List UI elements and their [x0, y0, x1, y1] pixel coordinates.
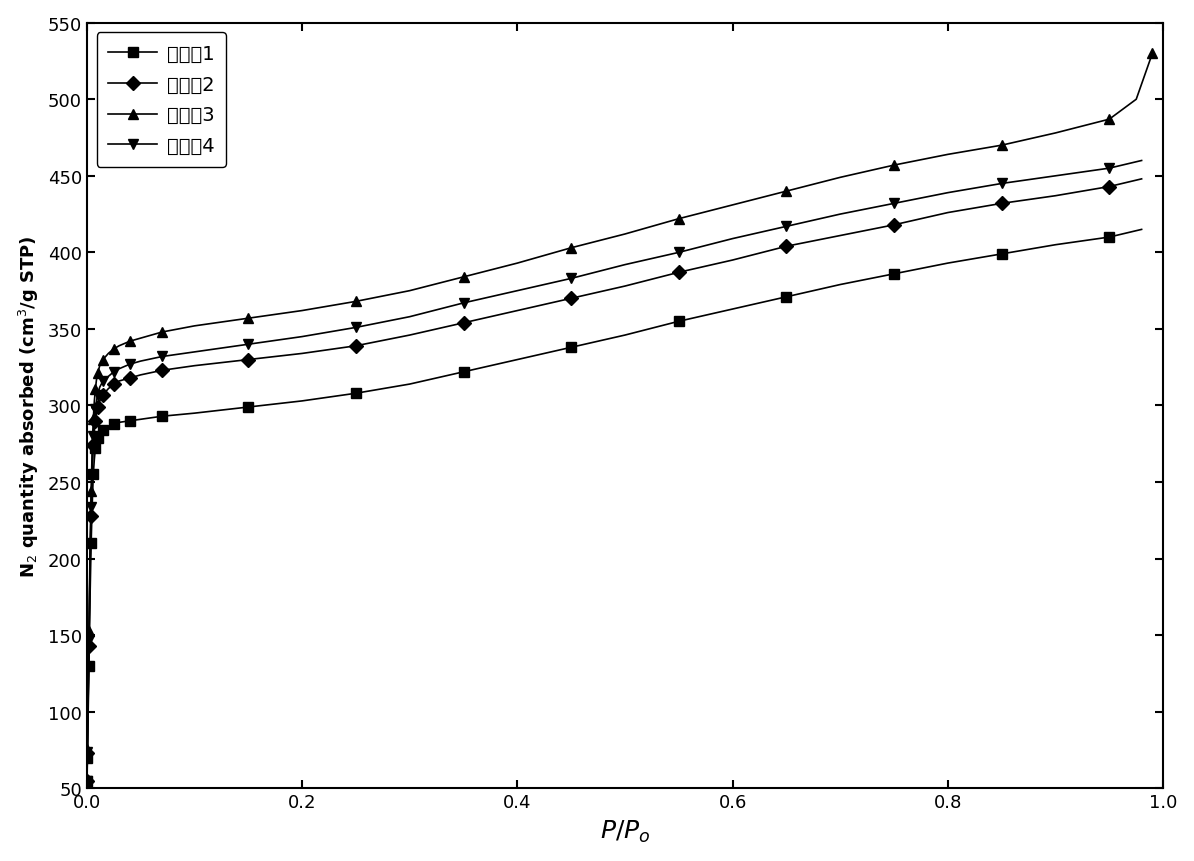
实施例1	[84, 538, 98, 548]
实施例1	[80, 753, 94, 763]
实施例3	[887, 161, 901, 171]
X-axis label: $P/P_o$: $P/P_o$	[599, 818, 651, 845]
实施例1	[91, 433, 105, 443]
Line: 实施例4: 实施例4	[82, 164, 1114, 785]
实施例2	[241, 355, 256, 365]
Line: 实施例2: 实施例2	[82, 183, 1114, 785]
实施例3	[86, 415, 100, 425]
实施例4	[88, 404, 103, 414]
Legend: 实施例1, 实施例2, 实施例3, 实施例4: 实施例1, 实施例2, 实施例3, 实施例4	[97, 34, 226, 168]
实施例2	[672, 268, 687, 278]
实施例1	[672, 317, 687, 327]
实施例4	[155, 352, 170, 362]
实施例2	[887, 220, 901, 231]
实施例4	[995, 179, 1009, 189]
实施例4	[456, 299, 470, 309]
实施例2	[564, 294, 578, 304]
实施例3	[349, 297, 363, 307]
实施例4	[672, 248, 687, 258]
实施例1	[80, 776, 94, 786]
实施例1	[106, 419, 121, 430]
实施例2	[106, 380, 121, 390]
实施例4	[84, 502, 98, 512]
实施例2	[88, 416, 103, 426]
实施例3	[780, 187, 794, 197]
实施例4	[106, 367, 121, 377]
实施例2	[995, 199, 1009, 209]
实施例1	[123, 416, 137, 426]
实施例4	[564, 274, 578, 284]
实施例1	[82, 661, 97, 672]
Y-axis label: N$_2$ quantity absorbed (cm$^3$/g STP): N$_2$ quantity absorbed (cm$^3$/g STP)	[17, 235, 41, 577]
实施例3	[1145, 49, 1159, 59]
实施例3	[672, 214, 687, 225]
实施例2	[1102, 183, 1116, 193]
实施例4	[887, 199, 901, 209]
实施例2	[155, 366, 170, 376]
实施例4	[349, 323, 363, 333]
实施例4	[82, 635, 97, 645]
实施例1	[1102, 232, 1116, 243]
实施例2	[91, 402, 105, 412]
实施例1	[241, 402, 256, 412]
实施例1	[86, 470, 100, 480]
实施例3	[155, 327, 170, 338]
实施例3	[564, 244, 578, 254]
实施例2	[86, 441, 100, 451]
实施例3	[456, 272, 470, 282]
实施例4	[86, 431, 100, 442]
实施例2	[96, 390, 110, 400]
实施例1	[995, 250, 1009, 260]
实施例3	[241, 313, 256, 324]
实施例3	[106, 344, 121, 355]
实施例1	[96, 425, 110, 436]
实施例4	[91, 390, 105, 400]
实施例3	[82, 626, 97, 636]
实施例4	[80, 776, 94, 786]
实施例3	[88, 384, 103, 394]
实施例3	[123, 337, 137, 347]
实施例4	[123, 360, 137, 370]
实施例3	[1102, 115, 1116, 125]
实施例4	[780, 222, 794, 232]
实施例1	[780, 292, 794, 302]
实施例4	[241, 340, 256, 350]
实施例2	[84, 511, 98, 521]
实施例2	[80, 748, 94, 759]
实施例3	[84, 486, 98, 497]
实施例2	[780, 242, 794, 252]
Line: 实施例1: 实施例1	[82, 233, 1114, 785]
实施例3	[80, 744, 94, 754]
实施例1	[887, 269, 901, 280]
实施例4	[1102, 164, 1116, 174]
实施例2	[349, 341, 363, 351]
实施例1	[88, 443, 103, 454]
实施例3	[96, 355, 110, 365]
实施例1	[456, 367, 470, 377]
实施例3	[995, 141, 1009, 152]
实施例1	[564, 343, 578, 353]
实施例4	[96, 376, 110, 387]
实施例4	[80, 746, 94, 757]
实施例1	[349, 388, 363, 399]
实施例2	[456, 319, 470, 329]
实施例2	[80, 776, 94, 786]
实施例2	[123, 374, 137, 384]
实施例2	[82, 641, 97, 651]
实施例1	[155, 412, 170, 422]
实施例3	[80, 776, 94, 786]
实施例3	[91, 369, 105, 379]
Line: 实施例3: 实施例3	[82, 49, 1157, 785]
